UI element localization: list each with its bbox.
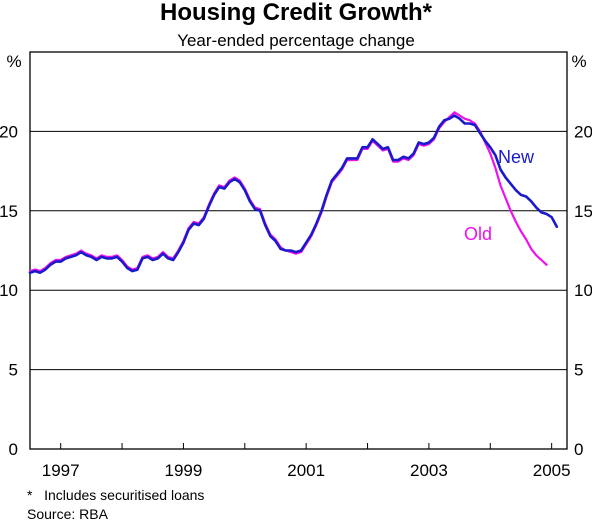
series-label-old: Old [464, 224, 492, 244]
series-line-new [28, 114, 559, 275]
y-tick-label-right-20: 20 [574, 122, 592, 141]
footnotes: * Includes securitised loans Source: RBA [27, 486, 204, 524]
y-tick-label-right-10: 10 [574, 281, 592, 300]
y-tick-label-right-15: 15 [574, 202, 592, 221]
y-tick-label-right-0: 0 [574, 440, 583, 459]
x-tick-label-1999: 1999 [165, 461, 203, 480]
chart-subtitle: Year-ended percentage change [177, 31, 415, 50]
plot-frame [29, 51, 568, 450]
footnote-asterisk: * Includes securitised loans [27, 487, 205, 503]
x-tick-label-2005: 2005 [533, 461, 571, 480]
y-tick-label-left-5: 5 [9, 361, 18, 380]
x-tick-label-2003: 2003 [410, 461, 448, 480]
source-note: Source: RBA [27, 506, 108, 522]
y-tick-label-right-5: 5 [574, 361, 583, 380]
series-label-new: New [498, 147, 535, 167]
y-tick-label-left-0: 0 [9, 440, 18, 459]
y-tick-label-left-20: 20 [0, 122, 18, 141]
x-tick-label-1997: 1997 [42, 461, 80, 480]
series-line-old [28, 111, 548, 273]
y-unit-right: % [571, 52, 586, 71]
y-tick-label-left-10: 10 [0, 281, 18, 300]
x-tick-label-2001: 2001 [287, 461, 325, 480]
y-unit-left: % [6, 52, 21, 71]
y-tick-label-left-15: 15 [0, 202, 18, 221]
chart-title: Housing Credit Growth* [160, 0, 432, 26]
